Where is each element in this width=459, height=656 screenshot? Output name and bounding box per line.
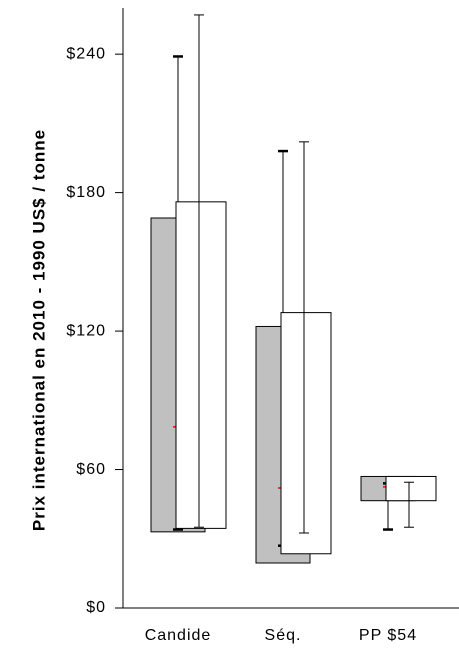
x-tick-label: PP $54: [359, 627, 417, 644]
y-tick-label: $60: [76, 461, 106, 478]
y-tick-label: $0: [86, 599, 106, 616]
box: [385, 475, 437, 502]
x-tick-label: Séq.: [265, 627, 302, 644]
y-tick-label: $240: [66, 45, 106, 62]
box: [280, 312, 332, 555]
box: [175, 201, 227, 529]
x-tick-label: Candide: [145, 627, 212, 644]
y-tick-label: $180: [66, 184, 106, 201]
y-axis-label: Prix international en 2010 - 1990 US$ / …: [29, 129, 48, 531]
y-tick-label: $120: [66, 322, 106, 339]
